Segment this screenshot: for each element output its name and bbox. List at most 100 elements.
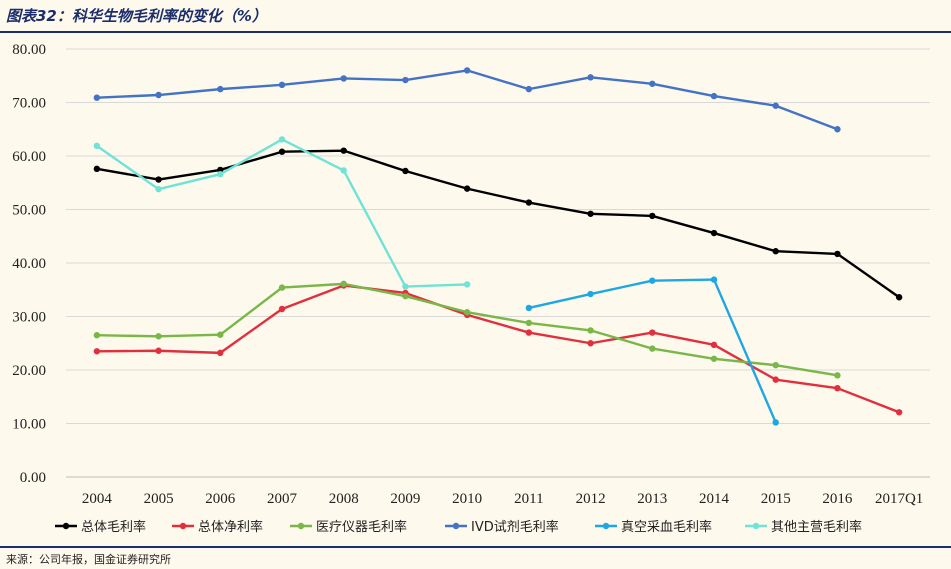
data-point (587, 210, 594, 217)
data-point (587, 340, 594, 347)
data-point (772, 376, 779, 383)
data-point (710, 341, 718, 349)
data-point (278, 284, 286, 291)
data-point (217, 170, 224, 178)
data-point (155, 176, 162, 183)
series-2 (93, 280, 841, 379)
data-point (278, 81, 286, 89)
x-tick-label: 2007 (267, 491, 298, 507)
data-point (772, 248, 779, 255)
series-line (96, 282, 838, 377)
data-point (155, 347, 162, 354)
x-tick-label: 2008 (329, 491, 359, 507)
data-point (155, 333, 162, 340)
footer-rule (0, 546, 951, 548)
data-point (834, 250, 841, 258)
series-lines (93, 67, 903, 426)
data-point (93, 165, 101, 173)
series-0 (93, 147, 903, 301)
legend-item: IVD试剂毛利率 (445, 519, 559, 535)
data-point (649, 212, 656, 220)
legend: 总体毛利率 总体净利率 医疗仪器毛利率 IVD试剂毛利率 真空采血毛利率 其他主营毛利率 (55, 519, 862, 535)
y-tick-label: 30.00 (12, 310, 46, 326)
legend-label: IVD试剂毛利率 (471, 519, 559, 535)
legend-swatch-marker (179, 522, 187, 530)
x-tick-label: 2012 (576, 491, 606, 507)
legend-swatch-marker (602, 522, 610, 530)
legend-swatch-marker (62, 522, 70, 530)
x-tick-label: 2004 (82, 491, 113, 507)
x-tick-label: 2015 (761, 491, 791, 507)
data-point (155, 91, 162, 99)
data-point (525, 329, 533, 336)
source-note: 来源：公司年报，国金证券研究所 (6, 553, 171, 566)
y-tick-label: 10.00 (12, 417, 46, 433)
x-tick-label: 2009 (390, 491, 420, 507)
y-axis: 0.00 10.00 20.00 30.00 40.00 50.00 60.00 70.00 8… (12, 42, 46, 486)
y-tick-label: 0.00 (20, 470, 46, 486)
data-point (278, 148, 286, 155)
x-tick-label: 2006 (205, 491, 236, 507)
x-tick-label: 2011 (514, 491, 543, 507)
data-point (217, 85, 224, 93)
legend-item: 总体净利率 (172, 519, 263, 535)
data-point (463, 185, 471, 192)
legend-label: 总体净利率 (198, 519, 263, 535)
gridlines (66, 48, 930, 478)
data-point (525, 304, 533, 312)
data-point (278, 136, 286, 143)
x-axis: 2004 2005 2006 2007 2008 2009 2010 2011 2012 2013… (82, 491, 923, 507)
series-1 (93, 282, 903, 416)
data-point (525, 85, 533, 93)
data-point (710, 355, 718, 362)
data-point (340, 147, 347, 154)
y-tick-label: 60.00 (12, 149, 46, 165)
data-point (93, 332, 101, 339)
chart-title: 图表32：科华生物毛利率的变化（%） (6, 7, 267, 25)
series-3 (93, 67, 841, 133)
legend-item: 医疗仪器毛利率 (290, 519, 407, 535)
data-point (834, 384, 841, 392)
data-point (463, 309, 471, 316)
data-point (463, 281, 471, 288)
data-point (772, 102, 779, 109)
data-point (710, 92, 718, 100)
data-point (525, 199, 533, 206)
legend-swatch-marker (452, 522, 460, 530)
data-point (340, 280, 347, 288)
legend-label: 真空采血毛利率 (621, 519, 712, 535)
data-point (587, 74, 594, 81)
data-point (463, 67, 471, 74)
legend-item: 真空采血毛利率 (595, 519, 712, 535)
x-tick-label: 2016 (822, 491, 853, 507)
data-point (772, 361, 779, 369)
legend-swatch-marker (297, 522, 305, 530)
y-tick-label: 70.00 (12, 96, 46, 112)
data-point (649, 80, 656, 87)
x-tick-label: 2010 (452, 491, 482, 507)
series-line (96, 284, 900, 414)
data-point (93, 142, 101, 150)
data-point (587, 327, 594, 334)
data-point (649, 345, 656, 352)
data-point (155, 185, 162, 193)
data-point (402, 76, 409, 84)
data-point (895, 409, 903, 416)
data-point (834, 372, 841, 379)
data-point (587, 290, 594, 298)
data-point (402, 292, 409, 300)
data-point (93, 94, 101, 101)
series-5 (93, 136, 471, 290)
data-point (649, 277, 656, 284)
data-point (93, 348, 101, 355)
chart-header: 图表32：科华生物毛利率的变化（%） (0, 0, 951, 33)
data-point (772, 419, 779, 426)
data-point (217, 349, 224, 357)
data-point (340, 75, 347, 82)
data-point (525, 319, 533, 327)
x-tick-label: 2005 (144, 491, 174, 507)
series-line (96, 149, 900, 299)
legend-label: 医疗仪器毛利率 (316, 519, 407, 535)
data-point (710, 276, 718, 283)
